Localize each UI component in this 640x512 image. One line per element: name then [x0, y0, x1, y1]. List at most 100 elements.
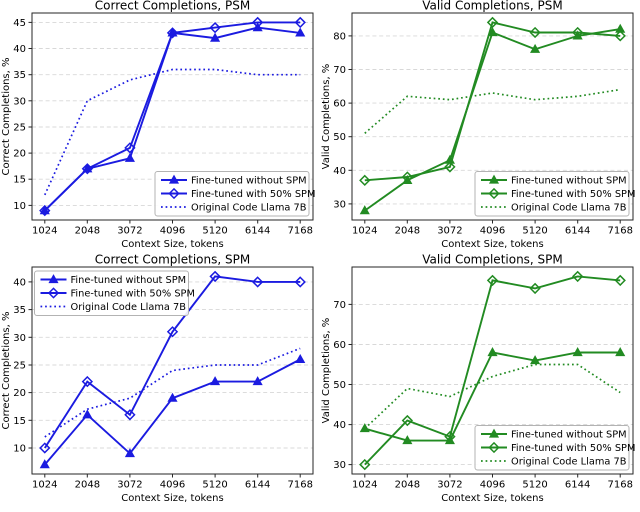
- series-line-original-code-llama-7b: [364, 363, 621, 430]
- legend-label-original-code-llama-7b: Original Code Llama 7B: [71, 302, 187, 313]
- marker-diamond-icon: [39, 204, 51, 217]
- x-tick-label: 6144: [245, 226, 270, 237]
- y-tick-label: 30: [333, 460, 346, 471]
- marker-diamond-icon: [444, 161, 456, 173]
- x-tick-label: 3072: [437, 226, 462, 237]
- legend-box: [154, 171, 310, 217]
- legend-label-fine-tuned-without-spm: Fine-tuned without SPM: [511, 430, 627, 441]
- x-tick-label: 6144: [565, 226, 590, 237]
- x-axis-label: Context Size, tokens: [441, 493, 543, 504]
- x-tick-label: 2048: [395, 480, 420, 491]
- marker-diamond-icon: [529, 26, 541, 39]
- marker-diamond-icon: [359, 174, 371, 187]
- series-line-fine-tuned-with-50-spm: [364, 275, 621, 466]
- legend-label-original-code-llama-7b: Original Code Llama 7B: [511, 203, 627, 214]
- marker-triangle-icon: [124, 152, 135, 162]
- chart-title: Correct Completions, SPM: [95, 254, 250, 267]
- y-tick-label: 25: [13, 360, 26, 371]
- marker-triangle-icon: [530, 43, 541, 53]
- x-tick-label: 3072: [437, 480, 462, 491]
- chart-valid-completions-spm: 30 40 50 60 70 1024 2048 3072 4096 5120 6144 7168 Va…: [320, 253, 640, 508]
- marker-triangle-icon: [488, 174, 500, 184]
- marker-diamond-icon: [401, 414, 414, 427]
- marker-diamond-icon: [251, 16, 264, 29]
- series-line-fine-tuned-with-50-spm: [364, 21, 621, 182]
- y-tick-label: 40: [333, 166, 346, 177]
- series-line-fine-tuned-without-spm: [44, 358, 301, 466]
- y-tick-label: 10: [13, 443, 26, 454]
- x-tick-label: 3072: [117, 226, 142, 237]
- x-axis-label: Context Size, tokens: [121, 239, 223, 250]
- y-tick-label: 35: [13, 70, 26, 81]
- marker-diamond-icon: [529, 282, 541, 295]
- marker-diamond-icon: [294, 16, 306, 29]
- marker-diamond-icon: [571, 26, 584, 39]
- y-tick-label: 40: [13, 44, 26, 55]
- legend-label-fine-tuned-with-50-spm: Fine-tuned with 50% SPM: [191, 189, 315, 200]
- chart-correct-completions-psm: 10 15 20 25 30 35 40 45 1024 2048 3072 4096 5120 6144…: [0, 0, 320, 254]
- chart-title: Valid Completions, PSM: [422, 0, 563, 13]
- y-tick-label: 70: [333, 300, 346, 311]
- y-axis-label: Valid Completions, %: [321, 318, 332, 424]
- marker-diamond-icon: [168, 187, 180, 200]
- y-tick-label: 60: [333, 340, 346, 351]
- y-tick-label: 40: [333, 420, 346, 431]
- x-tick-label: 5120: [202, 226, 227, 237]
- marker-diamond-icon: [614, 30, 626, 42]
- x-tick-label: 4096: [480, 226, 505, 237]
- legend-label-fine-tuned-without-spm: Fine-tuned without SPM: [71, 275, 187, 286]
- legend-label-original-code-llama-7b: Original Code Llama 7B: [511, 457, 627, 468]
- marker-diamond-icon: [124, 142, 136, 154]
- x-tick-label: 7168: [288, 480, 313, 491]
- y-tick-label: 70: [333, 65, 346, 76]
- x-tick-label: 6144: [565, 480, 590, 491]
- legend-label-fine-tuned-with-50-spm: Fine-tuned with 50% SPM: [511, 443, 635, 454]
- x-tick-label: 2048: [75, 226, 100, 237]
- marker-diamond-icon: [81, 163, 94, 175]
- series-line-original-code-llama-7b: [44, 68, 301, 196]
- marker-triangle-icon: [252, 376, 263, 386]
- y-tick-label: 30: [13, 333, 26, 344]
- marker-triangle-icon: [124, 448, 135, 458]
- legend-label-fine-tuned-without-spm: Fine-tuned without SPM: [191, 176, 307, 187]
- x-tick-label: 5120: [522, 480, 547, 491]
- x-tick-label: 1024: [352, 226, 377, 237]
- marker-triangle-icon: [530, 355, 541, 365]
- x-tick-label: 5120: [522, 226, 547, 237]
- y-tick-label: 20: [13, 149, 26, 160]
- marker-diamond-icon: [47, 287, 60, 299]
- marker-diamond-icon: [486, 274, 499, 287]
- chart-svg-correct-completions-psm: 10 15 20 25 30 35 40 45 1024 2048 3072 4096 5120 6144…: [1, 0, 315, 250]
- marker-diamond-icon: [166, 326, 179, 338]
- legend-box: [474, 171, 630, 217]
- x-tick-label: 2048: [75, 480, 100, 491]
- marker-triangle-icon: [615, 347, 626, 357]
- x-tick-label: 7168: [608, 226, 633, 237]
- y-tick-label: 15: [13, 175, 26, 186]
- marker-diamond-icon: [486, 16, 499, 29]
- y-tick-label: 60: [333, 99, 346, 110]
- legend-box: [474, 425, 630, 471]
- y-axis-label: Valid Completions, %: [321, 64, 332, 170]
- marker-diamond-icon: [571, 270, 584, 283]
- chart-correct-completions-spm: 10 15 20 25 30 35 40 1024 2048 3072 4096 5120 6144 71…: [0, 253, 320, 508]
- marker-triangle-icon: [48, 274, 59, 284]
- x-tick-label: 1024: [32, 480, 57, 491]
- legend-box: [34, 270, 189, 316]
- series-line-original-code-llama-7b: [44, 347, 301, 438]
- x-tick-label: 4096: [160, 226, 185, 237]
- y-tick-label: 30: [333, 199, 346, 210]
- marker-triangle-icon: [295, 27, 306, 37]
- y-tick-label: 50: [333, 380, 346, 391]
- marker-triangle-icon: [82, 409, 93, 419]
- marker-diamond-icon: [209, 270, 221, 283]
- marker-triangle-icon: [359, 205, 370, 215]
- x-tick-label: 7168: [288, 226, 313, 237]
- x-tick-label: 1024: [32, 226, 57, 237]
- x-axis-label: Context Size, tokens: [441, 239, 543, 250]
- marker-diamond-icon: [614, 274, 626, 287]
- y-tick-label: 20: [13, 388, 26, 399]
- x-axis-label: Context Size, tokens: [121, 493, 223, 504]
- marker-diamond-icon: [166, 27, 179, 39]
- x-tick-label: 4096: [160, 480, 185, 491]
